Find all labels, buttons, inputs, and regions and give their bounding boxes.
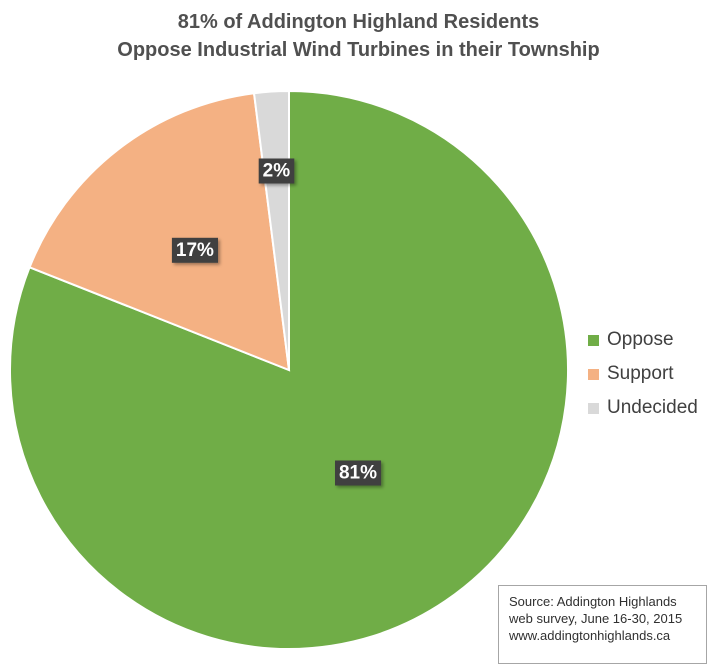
chart-title-line-2: Oppose Industrial Wind Turbines in their… [117, 39, 600, 61]
data-label-text-oppose: 81% [339, 463, 377, 484]
source-note: Source: Addington Highlands web survey, … [498, 585, 707, 664]
chart-title: 81% of Addington Highland Residents Oppo… [0, 8, 717, 64]
legend: Oppose Support Undecided [588, 323, 698, 425]
data-label-box-undecided [258, 158, 295, 184]
data-label-text-support: 17% [176, 240, 214, 261]
data-label-support: 17% [171, 237, 218, 263]
legend-label-oppose: Oppose [607, 329, 674, 350]
source-line-2: web survey, June 16-30, 2015 [509, 611, 683, 626]
legend-label-undecided: Undecided [607, 397, 698, 418]
pie-slice-support [28, 92, 291, 372]
source-line-1: Source: Addington Highlands [509, 594, 677, 609]
data-label-oppose: 81% [335, 460, 382, 486]
legend-label-support: Support [607, 363, 674, 384]
data-label-text-undecided: 2% [263, 161, 291, 182]
legend-item-support: Support [588, 357, 698, 391]
legend-item-undecided: Undecided [588, 391, 698, 425]
data-label-undecided: 2% [258, 158, 295, 184]
chart-title-line-1: 81% of Addington Highland Residents [177, 11, 540, 33]
legend-item-oppose: Oppose [588, 323, 698, 357]
legend-swatch-oppose [588, 334, 599, 346]
legend-swatch-support [588, 368, 599, 380]
legend-swatch-undecided [588, 402, 599, 414]
pie-data-labels: 81% 17% 2% [171, 158, 382, 486]
data-label-box-oppose [335, 460, 382, 486]
source-line-3: www.addingtonhighlands.ca [509, 628, 671, 643]
data-label-box-support [171, 237, 218, 263]
